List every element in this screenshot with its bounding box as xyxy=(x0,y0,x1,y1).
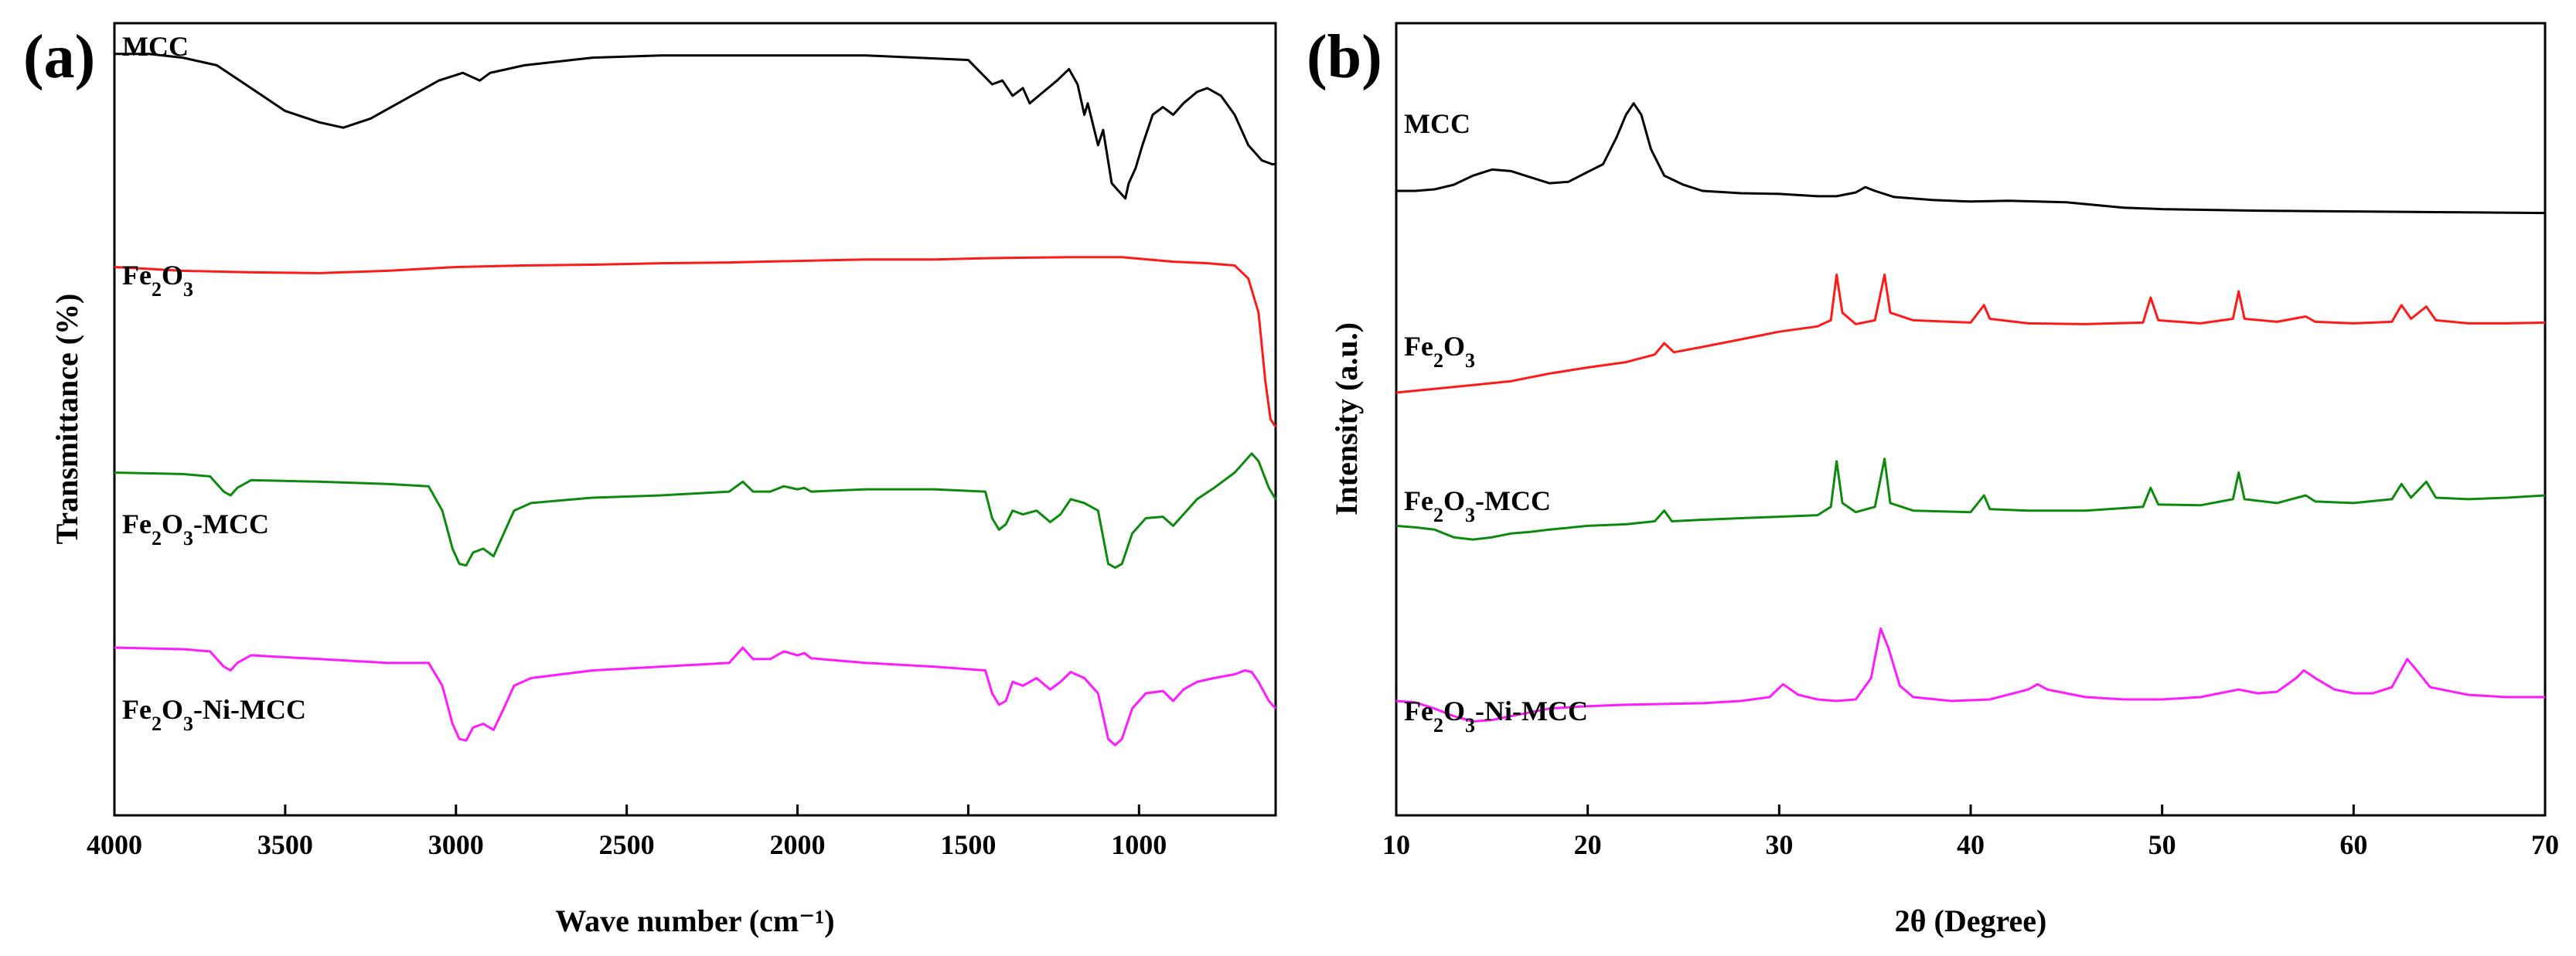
panel-a-letter: (a) xyxy=(23,23,95,91)
panel-b-x-axis-title: 2θ (Degree) xyxy=(1895,903,2047,938)
series-label-mcc: MCC xyxy=(1404,108,1470,139)
panel-a-x-axis-title: Wave number (cm⁻¹) xyxy=(555,903,834,938)
series-line-mcc xyxy=(114,53,1276,200)
series-label-fe2o3-mcc: Fe2O3-MCC xyxy=(122,509,269,549)
x-tick-label: 10 xyxy=(1382,829,1410,860)
x-tick-label: 20 xyxy=(1574,829,1602,860)
panel-b-letter: (b) xyxy=(1307,23,1382,91)
series-label-fe2o3: Fe2O3 xyxy=(122,260,193,301)
series-line-fe2o3-mcc xyxy=(1395,458,2546,541)
panel-a-x-ticks: 4000 3500 3000 2500 2000 1500 1000 xyxy=(87,805,1167,860)
x-tick-label: 3000 xyxy=(428,829,484,860)
x-tick-label: 4000 xyxy=(87,829,142,860)
panel-a-y-axis-title: Transmittance (%) xyxy=(49,294,84,545)
panel-a-plot-frame xyxy=(113,22,1277,817)
panel-a-series xyxy=(114,53,1277,747)
x-tick-label: 70 xyxy=(2531,829,2559,860)
series-line-fe2o3-ni-mcc xyxy=(1395,627,2545,723)
panel-b-series xyxy=(1395,102,2546,723)
series-line-fe2o3 xyxy=(114,256,1277,428)
series-label-fe2o3-ni-mcc: Fe2O3-Ni-MCC xyxy=(122,694,306,735)
x-tick-label: 40 xyxy=(1957,829,1985,860)
series-label-fe2o3-mcc: Fe2O3-MCC xyxy=(1404,485,1551,526)
x-tick-label: 1500 xyxy=(940,829,996,860)
panel-a-ftir: (a) 4000 3500 3000 2500 2000 1500 1000 MCC Fe2O… xyxy=(23,22,1277,938)
series-line-fe2o3-mcc xyxy=(114,452,1277,570)
panel-b-xrd: (b) 10 20 30 40 50 60 70 MCC Fe2O3 Fe2O3-MCC Fe2O… xyxy=(1307,22,2559,938)
panel-b-y-axis-title: Intensity (a.u.) xyxy=(1329,322,1364,515)
panel-b-x-ticks: 10 20 30 40 50 60 70 xyxy=(1382,805,2559,860)
series-line-mcc xyxy=(1396,102,2546,215)
series-label-fe2o3: Fe2O3 xyxy=(1404,331,1475,372)
x-tick-label: 2500 xyxy=(599,829,655,860)
series-line-fe2o3-ni-mcc xyxy=(114,646,1277,747)
x-tick-label: 2000 xyxy=(770,829,826,860)
series-line-fe2o3 xyxy=(1395,273,2546,394)
x-tick-label: 60 xyxy=(2339,829,2367,860)
x-tick-label: 3500 xyxy=(257,829,313,860)
panel-b-series-labels: MCC Fe2O3 Fe2O3-MCC Fe2O3-Ni-MCC xyxy=(1404,108,1588,737)
x-tick-label: 50 xyxy=(2148,829,2176,860)
x-tick-label: 1000 xyxy=(1111,829,1167,860)
series-label-mcc: MCC xyxy=(122,31,189,62)
series-label-fe2o3-ni-mcc: Fe2O3-Ni-MCC xyxy=(1404,696,1588,737)
panel-a-series-labels: MCC Fe2O3 Fe2O3-MCC Fe2O3-Ni-MCC xyxy=(122,31,306,735)
x-tick-label: 30 xyxy=(1765,829,1793,860)
